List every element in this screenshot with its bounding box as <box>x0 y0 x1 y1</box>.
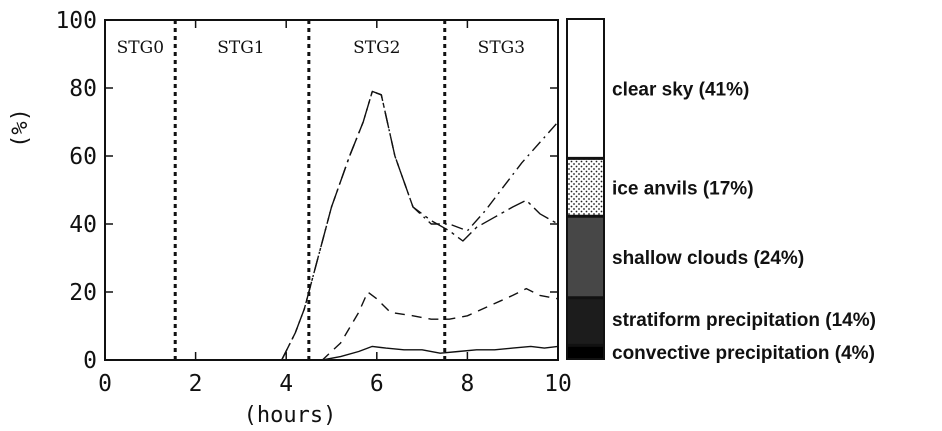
plot-frame <box>104 19 559 361</box>
bar-segment-1 <box>567 345 604 359</box>
y-tick-label: 0 <box>83 348 97 374</box>
y-axis-title: (%) <box>8 108 33 148</box>
bar-label-2: stratiform precipitation (14%) <box>612 310 876 331</box>
series-line-2 <box>281 90 558 360</box>
y-tick-label: 40 <box>69 212 97 238</box>
x-axis-title: (hours) <box>244 403 337 428</box>
x-tick-label: 6 <box>370 371 384 397</box>
bar-segment-3 <box>567 216 604 298</box>
x-tick-label: 0 <box>98 371 112 397</box>
bar-label-3: shallow clouds (24%) <box>612 248 804 269</box>
x-tick-label: 2 <box>189 371 203 397</box>
x-tick-label: 8 <box>460 371 474 397</box>
stage-label-stg1: STG1 <box>217 38 264 58</box>
y-tick-label: 60 <box>69 144 97 170</box>
series-line-3 <box>304 287 558 360</box>
stacked-bar <box>566 18 605 360</box>
bar-label-5: clear sky (41%) <box>612 80 749 101</box>
bar-segment-2 <box>567 297 604 346</box>
bar-outline <box>566 18 605 360</box>
bar-label-4: ice anvils (17%) <box>612 178 754 199</box>
bar-label-1: convective precipitation (4%) <box>612 343 875 364</box>
stacked-bar-labels: convective precipitation (4%) stratiform … <box>612 80 876 365</box>
stage-label-stg3: STG3 <box>478 38 525 58</box>
stage-label-stg2: STG2 <box>353 38 400 58</box>
stage-label-stg0: STG0 <box>117 38 164 58</box>
y-tick-label: 20 <box>69 280 97 306</box>
x-tick-label: 4 <box>279 371 293 397</box>
stage-labels: STG0 STG1 STG2 STG3 <box>117 38 525 58</box>
series-line-1 <box>281 90 558 360</box>
bar-segment-5 <box>567 19 604 159</box>
y-tick-label: 100 <box>55 8 97 34</box>
y-tick-label: 80 <box>69 76 97 102</box>
series-line-4 <box>304 345 558 360</box>
bar-segment-4 <box>567 158 604 217</box>
series-lines <box>281 90 558 360</box>
x-tick-label: 10 <box>544 371 572 397</box>
stage-boundaries <box>173 20 447 360</box>
